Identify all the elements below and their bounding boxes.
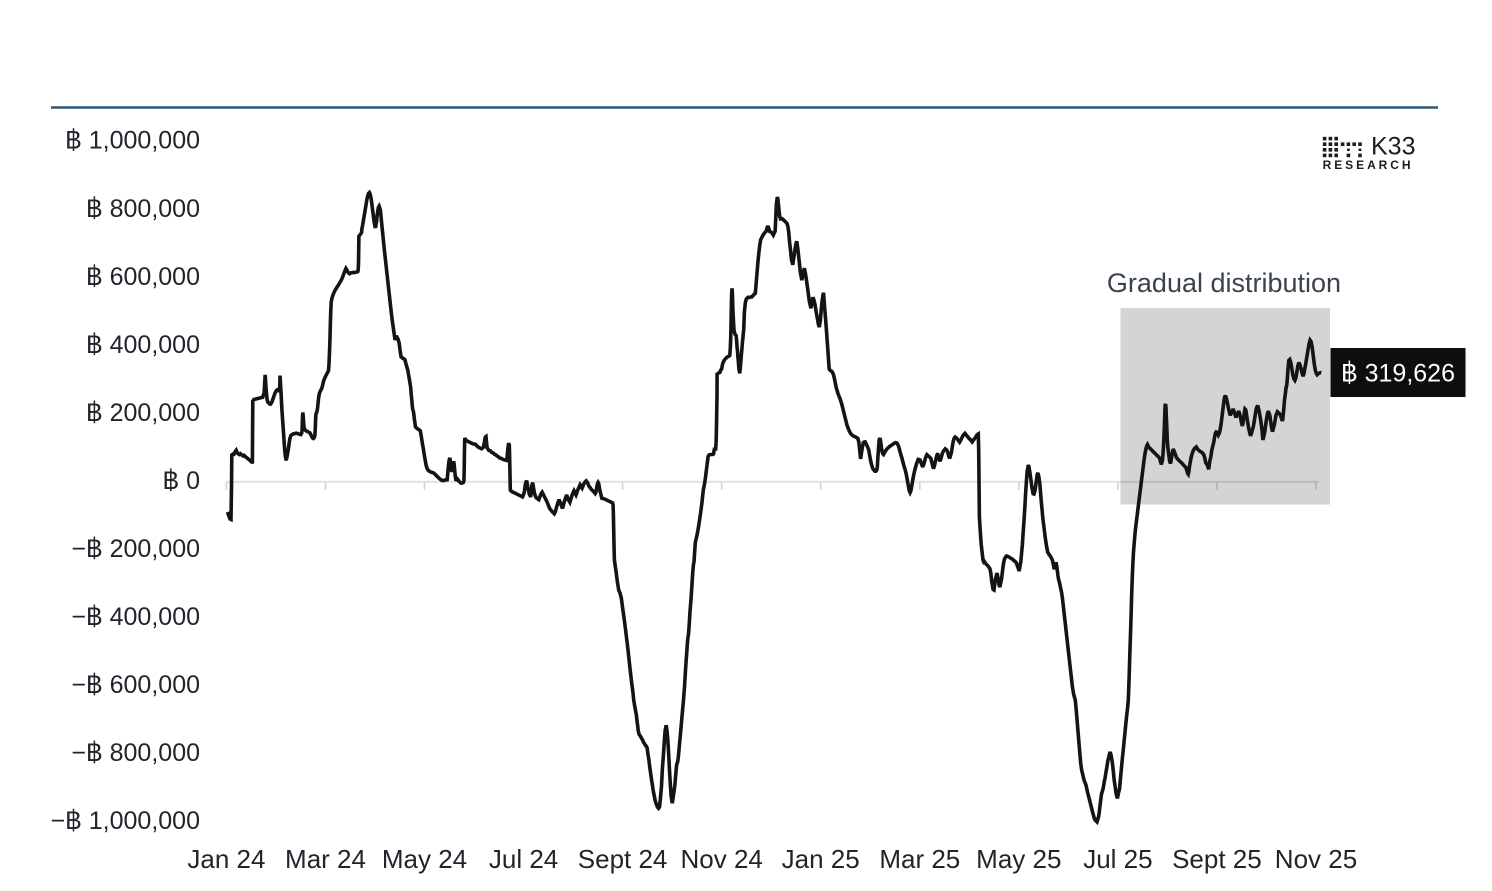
- svg-text:RESEARCH: RESEARCH: [1323, 158, 1414, 172]
- svg-text:−B 200,000: −B 200,000: [71, 535, 200, 563]
- svg-text:−B 400,000: −B 400,000: [71, 603, 200, 631]
- svg-text:Sept 24: Sept 24: [578, 844, 668, 874]
- svg-text:Nov 24: Nov 24: [681, 844, 763, 874]
- svg-text:Jul 24: Jul 24: [489, 844, 558, 874]
- svg-text:Jan 25: Jan 25: [782, 844, 860, 874]
- svg-text:K33: K33: [1371, 132, 1415, 160]
- svg-text:−B 600,000: −B 600,000: [71, 671, 200, 699]
- svg-text:Jan 24: Jan 24: [187, 844, 265, 874]
- svg-text:B 0: B 0: [162, 467, 200, 495]
- svg-text:Mar 25: Mar 25: [879, 844, 960, 874]
- svg-text:Jul 25: Jul 25: [1083, 844, 1152, 874]
- svg-text:B 319,626: B 319,626: [1341, 360, 1455, 388]
- svg-text:B 800,000: B 800,000: [86, 195, 200, 223]
- svg-text:Mar 24: Mar 24: [285, 844, 366, 874]
- svg-text:B 400,000: B 400,000: [86, 331, 200, 359]
- svg-text:−B 800,000: −B 800,000: [71, 739, 200, 767]
- svg-text:May 25: May 25: [976, 844, 1061, 874]
- svg-text:Sept 25: Sept 25: [1172, 844, 1262, 874]
- svg-text:−B 1,000,000: −B 1,000,000: [51, 807, 200, 835]
- svg-text:B 200,000: B 200,000: [86, 399, 200, 427]
- svg-text:B 600,000: B 600,000: [86, 263, 200, 291]
- svg-text:Gradual distribution: Gradual distribution: [1107, 268, 1341, 298]
- svg-text:Nov 25: Nov 25: [1275, 844, 1357, 874]
- svg-text:B 1,000,000: B 1,000,000: [65, 127, 200, 155]
- svg-text:May 24: May 24: [382, 844, 467, 874]
